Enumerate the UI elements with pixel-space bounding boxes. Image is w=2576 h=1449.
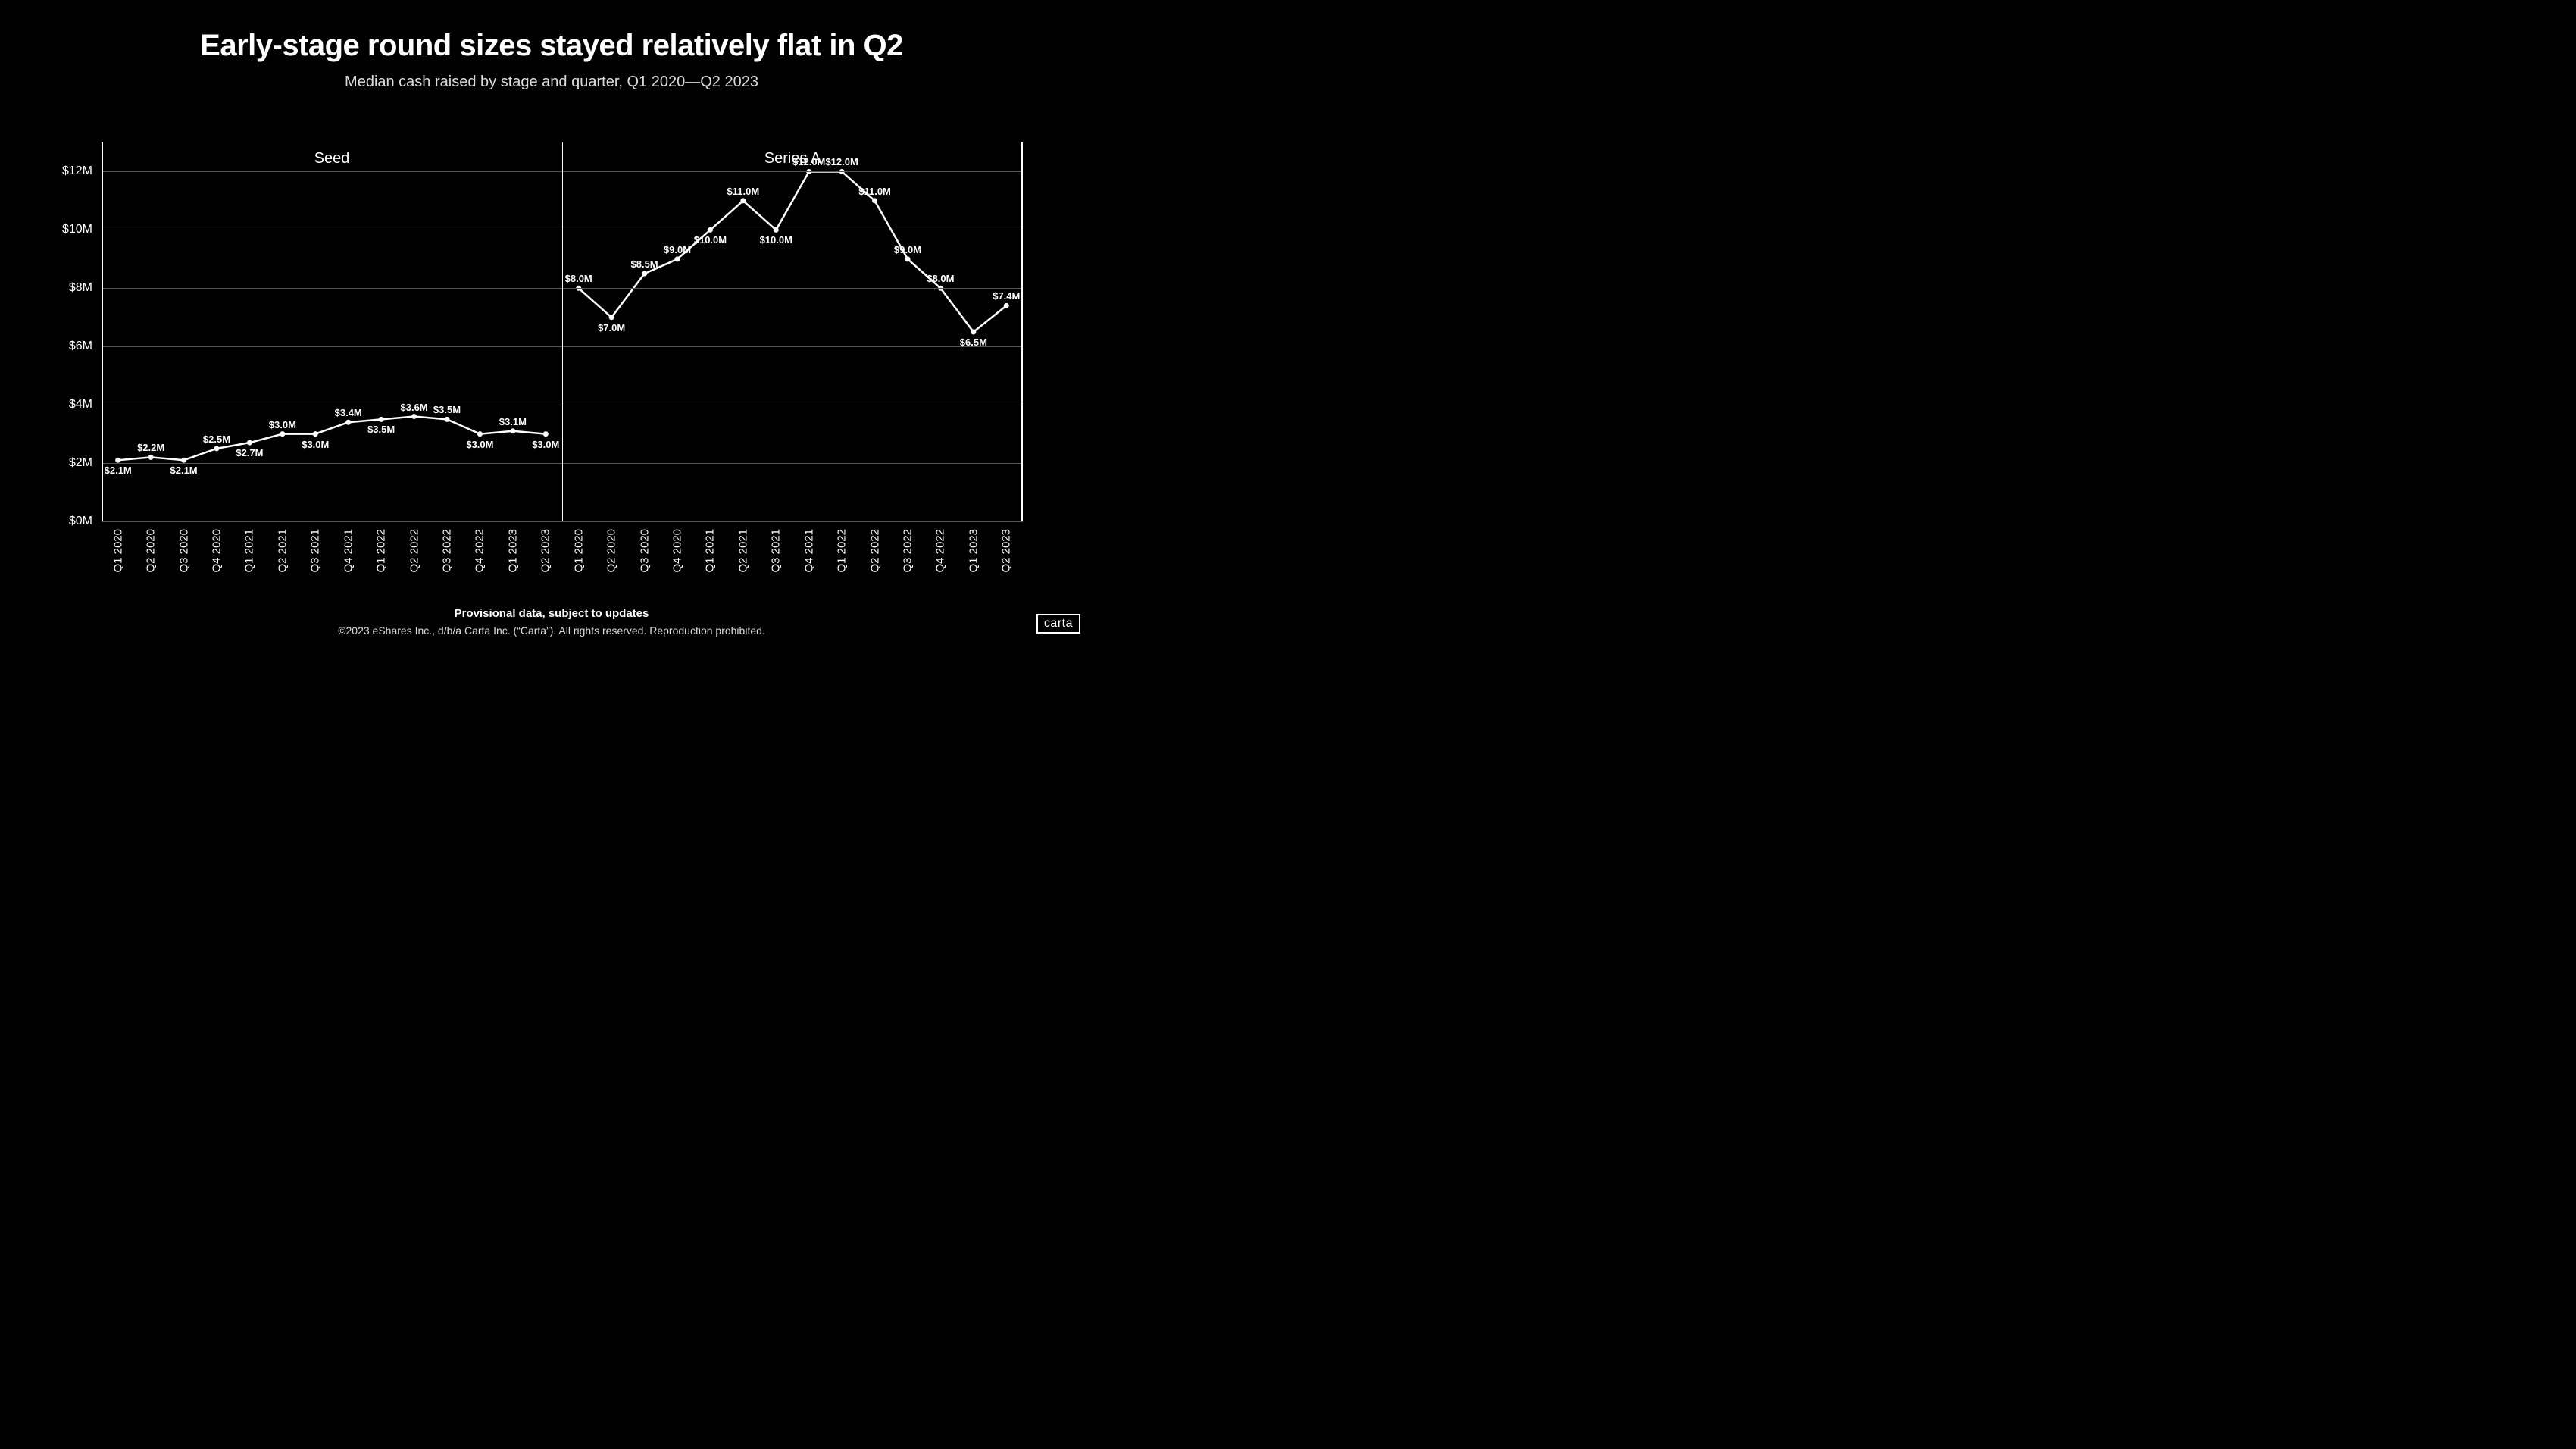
x-tick-label: Q1 2023 bbox=[506, 529, 519, 573]
footer-provisional: Provisional data, subject to updates bbox=[0, 607, 1103, 620]
carta-logo: carta bbox=[1036, 614, 1080, 634]
y-tick-label: $0M bbox=[69, 515, 92, 528]
data-marker bbox=[510, 428, 515, 433]
y-tick-label: $6M bbox=[69, 340, 92, 353]
data-marker bbox=[247, 440, 252, 446]
x-tick-label: Q3 2021 bbox=[770, 529, 783, 573]
data-label: $8.5M bbox=[630, 258, 658, 270]
data-label: $3.0M bbox=[532, 439, 559, 450]
data-marker bbox=[379, 417, 384, 422]
data-label: $10.0M bbox=[694, 234, 727, 246]
y-tick-label: $10M bbox=[62, 223, 92, 236]
data-label: $2.2M bbox=[137, 442, 164, 453]
chart-subtitle: Median cash raised by stage and quarter,… bbox=[0, 74, 1103, 91]
x-tick-label: Q3 2022 bbox=[441, 529, 454, 573]
x-tick-label: Q2 2023 bbox=[539, 529, 552, 573]
data-marker bbox=[280, 431, 285, 437]
x-tick-label: Q3 2021 bbox=[309, 529, 322, 573]
data-label: $3.6M bbox=[400, 402, 427, 413]
data-label: $2.1M bbox=[170, 465, 197, 476]
chart-title: Early-stage round sizes stayed relativel… bbox=[0, 29, 1103, 63]
x-tick-label: Q2 2023 bbox=[1000, 529, 1013, 573]
data-label: $3.1M bbox=[499, 416, 527, 427]
data-marker bbox=[181, 458, 186, 463]
data-marker bbox=[148, 455, 154, 460]
x-tick-label: Q1 2021 bbox=[243, 529, 256, 573]
x-tick-label: Q4 2021 bbox=[802, 529, 815, 573]
data-marker bbox=[905, 256, 911, 261]
y-tick-label: $2M bbox=[69, 456, 92, 470]
data-marker bbox=[1004, 303, 1009, 308]
data-label: $6.5M bbox=[960, 336, 987, 348]
data-marker bbox=[543, 431, 549, 437]
data-marker bbox=[411, 414, 417, 419]
x-tick-label: Q1 2023 bbox=[967, 529, 980, 573]
data-marker bbox=[115, 458, 120, 463]
y-axis: $0M $2M $4M $6M $8M $10M $12M bbox=[61, 142, 98, 529]
data-label: $9.0M bbox=[894, 244, 921, 255]
footer-copyright: ©2023 eShares Inc., d/b/a Carta Inc. (“C… bbox=[0, 624, 1103, 637]
data-label: $9.0M bbox=[664, 244, 691, 255]
y-tick-label: $8M bbox=[69, 281, 92, 295]
data-label: $3.0M bbox=[302, 439, 329, 450]
data-label: $11.0M bbox=[727, 186, 760, 197]
y-tick-label: $4M bbox=[69, 398, 92, 412]
data-label: $10.0M bbox=[760, 234, 792, 246]
data-label: $8.0M bbox=[565, 273, 592, 284]
data-label: $3.5M bbox=[433, 404, 461, 415]
data-marker bbox=[313, 431, 318, 437]
data-marker bbox=[740, 198, 746, 203]
data-label: $2.5M bbox=[203, 433, 230, 445]
data-label: $7.4M bbox=[993, 290, 1020, 302]
data-marker bbox=[872, 198, 877, 203]
axis-border bbox=[1021, 142, 1023, 521]
plot-area: Seed$2.1MQ1 2020$2.2MQ2 2020$2.1MQ3 2020… bbox=[102, 142, 1023, 521]
data-label: $8.0M bbox=[927, 273, 954, 284]
data-marker bbox=[445, 417, 450, 422]
data-marker bbox=[675, 256, 680, 261]
data-label: $12.0M bbox=[825, 156, 858, 167]
y-tick-label: $12M bbox=[62, 164, 92, 178]
x-tick-label: Q3 2020 bbox=[638, 529, 651, 573]
x-tick-label: Q4 2020 bbox=[211, 529, 224, 573]
x-tick-label: Q1 2022 bbox=[375, 529, 388, 573]
x-tick-label: Q2 2022 bbox=[868, 529, 881, 573]
x-tick-label: Q2 2021 bbox=[736, 529, 749, 573]
x-tick-label: Q2 2020 bbox=[145, 529, 158, 573]
data-marker bbox=[345, 420, 351, 425]
data-marker bbox=[971, 330, 976, 335]
data-marker bbox=[477, 431, 483, 437]
x-tick-label: Q1 2020 bbox=[572, 529, 585, 573]
x-tick-label: Q3 2022 bbox=[902, 529, 914, 573]
data-label: $7.0M bbox=[598, 322, 625, 333]
x-tick-label: Q1 2022 bbox=[836, 529, 849, 573]
x-tick-label: Q2 2020 bbox=[605, 529, 618, 573]
data-label: $3.4M bbox=[335, 407, 362, 418]
data-marker bbox=[214, 446, 220, 451]
data-label: $3.0M bbox=[466, 439, 493, 450]
x-tick-label: Q3 2020 bbox=[177, 529, 190, 573]
data-marker bbox=[609, 315, 614, 320]
series-line bbox=[579, 171, 1007, 332]
chart-area: $0M$2M$4M$6M$8M$10M$12M Seed$2.1MQ1 2020… bbox=[61, 142, 1030, 529]
x-tick-label: Q4 2021 bbox=[342, 529, 355, 573]
x-tick-label: Q1 2020 bbox=[111, 529, 124, 573]
x-tick-label: Q4 2022 bbox=[934, 529, 947, 573]
x-tick-label: Q1 2021 bbox=[704, 529, 717, 573]
data-label: $3.0M bbox=[269, 419, 296, 430]
panel-divider bbox=[562, 142, 563, 521]
x-tick-label: Q4 2022 bbox=[474, 529, 486, 573]
data-label: $2.7M bbox=[236, 447, 263, 458]
data-label: $3.5M bbox=[367, 424, 395, 435]
data-label: $12.0M bbox=[792, 156, 825, 167]
data-label: $11.0M bbox=[858, 186, 891, 197]
x-tick-label: Q4 2020 bbox=[671, 529, 684, 573]
gridline bbox=[102, 521, 1023, 522]
x-tick-label: Q2 2021 bbox=[276, 529, 289, 573]
data-marker bbox=[642, 271, 647, 277]
axis-border bbox=[102, 142, 103, 521]
panel-title: Seed bbox=[314, 150, 350, 167]
data-label: $2.1M bbox=[105, 465, 132, 476]
x-tick-label: Q2 2022 bbox=[408, 529, 420, 573]
